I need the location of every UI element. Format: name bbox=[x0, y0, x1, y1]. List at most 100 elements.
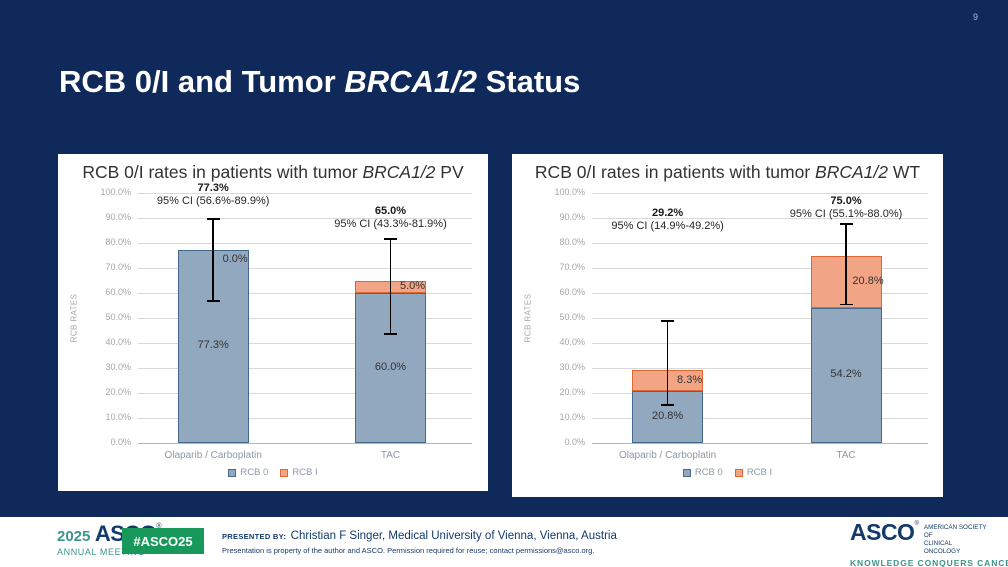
gridline bbox=[592, 342, 928, 344]
legend-label: RCB 0 bbox=[694, 467, 723, 478]
y-tick-label: 80.0% bbox=[559, 237, 585, 247]
registered-mark: ® bbox=[914, 521, 919, 527]
chart-title: RCB 0/I rates in patients with tumor BRC… bbox=[58, 162, 488, 183]
legend: RCB 0 RCB I bbox=[58, 467, 488, 478]
annotation-total: 77.3% bbox=[197, 182, 229, 194]
legend-swatch-rcb-i bbox=[734, 468, 743, 477]
bar-segment-label: 60.0% bbox=[374, 361, 407, 373]
legend-item: RCB 0 bbox=[682, 467, 723, 478]
chart-title-suffix: WT bbox=[888, 162, 921, 182]
error-bar-line bbox=[666, 320, 669, 406]
y-tick-label: 60.0% bbox=[559, 287, 585, 297]
legend: RCB 0 RCB I bbox=[512, 467, 943, 478]
error-bar bbox=[839, 223, 853, 306]
y-tick-label: 90.0% bbox=[105, 212, 131, 222]
annotation-ci: 95% CI (56.6%-89.9%) bbox=[156, 195, 270, 207]
annotation-total: 75.0% bbox=[830, 194, 862, 207]
gridline bbox=[592, 367, 928, 369]
y-tick-label: 60.0% bbox=[105, 287, 131, 297]
chart-title-prefix: RCB 0/I rates in patients with tumor bbox=[82, 162, 363, 182]
error-bar bbox=[206, 218, 220, 302]
gridline bbox=[138, 292, 472, 294]
registered-mark: ® bbox=[156, 523, 162, 530]
error-bar-line bbox=[845, 223, 847, 306]
y-tick-label: 0.0% bbox=[564, 437, 585, 447]
gridline bbox=[592, 392, 928, 394]
org-motto: KNOWLEDGE CONQUERS CANCER bbox=[850, 558, 1008, 567]
y-tick-label: 70.0% bbox=[105, 262, 131, 272]
gridline bbox=[138, 367, 472, 369]
legend-label: RCB 0 bbox=[240, 467, 269, 478]
gridline bbox=[138, 242, 472, 244]
legend-swatch-rcb-0 bbox=[682, 468, 691, 477]
chart-panel-brca-wt: RCB 0/I rates in patients with tumor BRC… bbox=[512, 154, 943, 497]
bar-segment-label: 0.0% bbox=[222, 252, 248, 265]
asco-logo-row: ASCO ® AMERICAN SOCIETY OF CLINICAL ONCOLO… bbox=[850, 521, 990, 555]
legend-swatch-rcb-i bbox=[280, 468, 289, 477]
ci-annotation: 77.3% 95% CI (56.6%-89.9%) bbox=[157, 182, 270, 208]
x-axis-line bbox=[138, 442, 472, 444]
legend-item: RCB 0 bbox=[228, 467, 268, 478]
asco-society-logo: ASCO ® AMERICAN SOCIETY OF CLINICAL ONCOLO… bbox=[850, 521, 1008, 567]
annotation-ci: 95% CI (43.3%-81.9%) bbox=[334, 217, 447, 230]
gridline bbox=[592, 292, 928, 294]
error-bar-cap-bottom bbox=[839, 303, 853, 306]
gridline bbox=[138, 317, 472, 319]
gridline bbox=[592, 192, 928, 194]
org-tagline-line2: CLINICAL ONCOLOGY bbox=[923, 539, 961, 555]
y-tick-label: 20.0% bbox=[559, 387, 585, 397]
category-label: Olaparib / Carboplatin bbox=[618, 450, 717, 461]
presented-by-label: PRESENTED BY: bbox=[222, 532, 287, 541]
y-tick-label: 30.0% bbox=[105, 362, 131, 372]
error-bar-cap-top bbox=[384, 238, 397, 240]
page-number: 9 bbox=[972, 12, 978, 22]
presented-by-line: PRESENTED BY: Christian F Singer, Medica… bbox=[222, 526, 617, 544]
disclaimer-text: Presentation is property of the author a… bbox=[222, 546, 595, 555]
error-bar bbox=[384, 238, 397, 335]
bar-segment-rcb-0 bbox=[810, 307, 882, 443]
error-bar-line bbox=[212, 218, 214, 302]
gridline bbox=[592, 267, 928, 269]
slide-title-suffix: Status bbox=[476, 64, 581, 99]
category-label: TAC bbox=[836, 450, 856, 461]
legend-item: RCB I bbox=[280, 467, 318, 478]
gridline bbox=[592, 242, 928, 244]
chart-panel-brca-pv: RCB 0/I rates in patients with tumor BRC… bbox=[58, 154, 488, 491]
slide-title-gene: BRCA1/2 bbox=[344, 64, 477, 99]
slide-title-prefix: RCB 0/I and Tumor bbox=[59, 64, 345, 99]
y-tick-label: 0.0% bbox=[110, 437, 131, 447]
y-tick-label: 10.0% bbox=[105, 412, 131, 422]
bar-segment-rcb-0 bbox=[632, 391, 704, 443]
error-bar bbox=[661, 320, 675, 406]
error-bar-cap-top bbox=[661, 320, 675, 322]
ci-annotation: 29.2% 95% CI (14.9%-49.2%) bbox=[611, 207, 724, 233]
plot-area: 0.0% 10.0% 20.0% 30.0% 40.0% 50.0% 60.0% 70.0% 8… bbox=[100, 182, 472, 461]
annotation-total: 29.2% bbox=[651, 207, 684, 219]
y-tick-label: 90.0% bbox=[559, 212, 585, 222]
meeting-name: ANNUAL MEETING bbox=[57, 547, 146, 557]
chart-title-suffix: PV bbox=[435, 162, 464, 182]
y-tick-label: 70.0% bbox=[559, 262, 585, 272]
annotation-ci: 95% CI (55.1%-88.0%) bbox=[789, 207, 903, 220]
gridline bbox=[592, 417, 928, 419]
presenter-name: Christian F Singer, Medical University o… bbox=[290, 530, 617, 542]
legend-label: RCB I bbox=[292, 467, 318, 478]
org-tagline-line1: AMERICAN SOCIETY OF bbox=[923, 524, 987, 539]
gridline bbox=[138, 417, 472, 419]
plot-area: 0.0% 10.0% 20.0% 30.0% 40.0% 50.0% 60.0% 70.0% 8… bbox=[554, 187, 928, 461]
legend-item: RCB I bbox=[734, 467, 772, 478]
y-tick-label: 50.0% bbox=[105, 312, 131, 322]
y-tick-label: 10.0% bbox=[559, 412, 585, 422]
hashtag-badge: #ASCO25 bbox=[122, 528, 204, 554]
chart-title: RCB 0/I rates in patients with tumor BRC… bbox=[512, 162, 943, 183]
org-name: ASCO bbox=[850, 519, 915, 545]
ci-annotation: 65.0% 95% CI (43.3%-81.9%) bbox=[334, 205, 447, 231]
gridline bbox=[138, 217, 472, 219]
error-bar-cap-bottom bbox=[384, 333, 397, 335]
legend-swatch-rcb-0 bbox=[228, 468, 237, 477]
y-tick-label: 50.0% bbox=[559, 312, 585, 322]
y-tick-label: 30.0% bbox=[559, 362, 585, 372]
y-tick-label: 40.0% bbox=[105, 337, 131, 347]
error-bar-cap-bottom bbox=[661, 404, 675, 406]
